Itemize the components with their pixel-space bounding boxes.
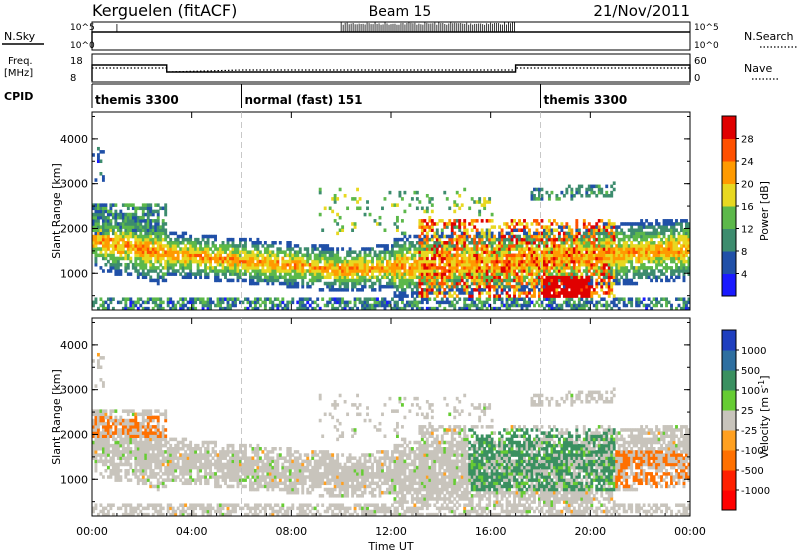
colorbar-swatch xyxy=(722,116,736,139)
colorbar-tick-label: 500 xyxy=(741,366,760,377)
range-tick-label: 2000 xyxy=(60,428,88,441)
colorbar-swatch xyxy=(722,206,736,229)
freq-panel: Freq. [MHz] 18 8 60 0 Nave xyxy=(4,53,778,84)
range-tick-label: 3000 xyxy=(60,178,88,191)
nave-tick-top: 60 xyxy=(694,56,707,67)
colorbar-tick-label: 24 xyxy=(741,157,754,168)
time-axis: 00:00 04:00 08:00 12:00 16:00 20:00 00:00 xyxy=(76,513,706,538)
time-tick-label: 16:00 xyxy=(475,525,507,538)
station-title: Kerguelen (fitACF) xyxy=(92,1,237,20)
power-colorbar-label: Power [dB] xyxy=(758,181,771,241)
colorbar-swatch xyxy=(722,490,736,511)
colorbar-tick-label: -500 xyxy=(741,466,764,477)
power-ylabel: Slant Range [km] xyxy=(50,163,63,259)
power-panel: 1000 2000 3000 4000 Slant Range [km] 4 8 12 16… xyxy=(50,111,771,311)
nave-label: Nave xyxy=(744,62,772,75)
colorbar-swatch xyxy=(722,138,736,162)
freq-label-line1: Freq. xyxy=(8,56,33,67)
cpid-strip: CPID themis 3300 normal (fast) 151 themis … xyxy=(4,83,690,108)
velocity-panel: 1000 2000 3000 4000 Slant Range [km] 1000 50… xyxy=(50,317,771,517)
range-tick-label: 4000 xyxy=(60,133,88,146)
colorbar-swatch xyxy=(722,350,736,371)
colorbar-tick-label: 1000 xyxy=(741,346,766,357)
colorbar-tick-label: -100 xyxy=(741,446,764,457)
cpid-segment-0: themis 3300 xyxy=(95,93,179,107)
colorbar-swatch xyxy=(722,390,736,411)
nsearch-label: N.Search xyxy=(744,30,794,43)
colorbar-swatch xyxy=(722,370,736,391)
nsky-tick-bottom: 10^0 xyxy=(70,41,95,51)
range-tick-label: 1000 xyxy=(60,473,88,486)
colorbar-swatch xyxy=(722,228,736,252)
beam-label: Beam 15 xyxy=(369,4,432,20)
range-tick-label: 4000 xyxy=(60,339,88,352)
time-tick-label: 20:00 xyxy=(574,525,606,538)
colorbar-tick-label: 20 xyxy=(741,180,754,191)
cpid-segment-1: normal (fast) 151 xyxy=(245,93,363,107)
range-tick-label: 1000 xyxy=(60,267,88,280)
colorbar-tick-label: 12 xyxy=(741,225,754,236)
colorbar-swatch xyxy=(722,273,736,297)
time-tick-label: 00:00 xyxy=(76,525,108,538)
colorbar-swatch xyxy=(722,161,736,184)
date-label: 21/Nov/2011 xyxy=(593,2,690,20)
nsearch-tick-top: 10^5 xyxy=(694,23,719,33)
nsky-panel: N.Sky 10^5 10^0 10^5 10^0 N.Search xyxy=(2,21,798,51)
colorbar-swatch xyxy=(722,330,736,351)
colorbar-swatch xyxy=(722,410,736,431)
colorbar-swatch xyxy=(722,183,736,207)
nsky-label: N.Sky xyxy=(4,30,36,43)
range-tick-label: 3000 xyxy=(60,384,88,397)
nave-tick-bottom: 0 xyxy=(694,73,700,84)
colorbar-tick-label: -1000 xyxy=(741,486,770,497)
freq-label-line2: [MHz] xyxy=(4,68,33,79)
time-axis-label: Time UT xyxy=(367,540,413,553)
time-tick-label: 08:00 xyxy=(275,525,307,538)
range-tick-label: 2000 xyxy=(60,222,88,235)
velocity-ylabel: Slant Range [km] xyxy=(50,369,63,465)
freq-tick-bottom: 8 xyxy=(70,73,76,84)
cpid-segment-2: themis 3300 xyxy=(544,93,628,107)
colorbar-tick-label: 28 xyxy=(741,135,754,146)
colorbar-tick-label: 25 xyxy=(741,406,754,417)
freq-tick-top: 18 xyxy=(70,56,83,67)
velocity-colorbar-label: Velocity [m s-1] xyxy=(757,375,771,458)
time-tick-label: 04:00 xyxy=(176,525,208,538)
nsearch-tick-bottom: 10^0 xyxy=(694,41,719,51)
colorbar-swatch xyxy=(722,470,736,491)
nsky-tick-top: 10^5 xyxy=(70,23,95,33)
colorbar-tick-label: 4 xyxy=(741,270,747,281)
colorbar-swatch xyxy=(722,450,736,471)
time-tick-label: 12:00 xyxy=(375,525,407,538)
time-tick-label: 00:00 xyxy=(674,525,706,538)
colorbar-tick-label: 100 xyxy=(741,386,760,397)
colorbar-swatch xyxy=(722,430,736,451)
colorbar-tick-label: 16 xyxy=(741,202,754,213)
colorbar-tick-label: -25 xyxy=(741,426,757,437)
colorbar-swatch xyxy=(722,251,736,274)
cpid-label: CPID xyxy=(4,90,33,103)
colorbar-tick-label: 8 xyxy=(741,247,747,258)
